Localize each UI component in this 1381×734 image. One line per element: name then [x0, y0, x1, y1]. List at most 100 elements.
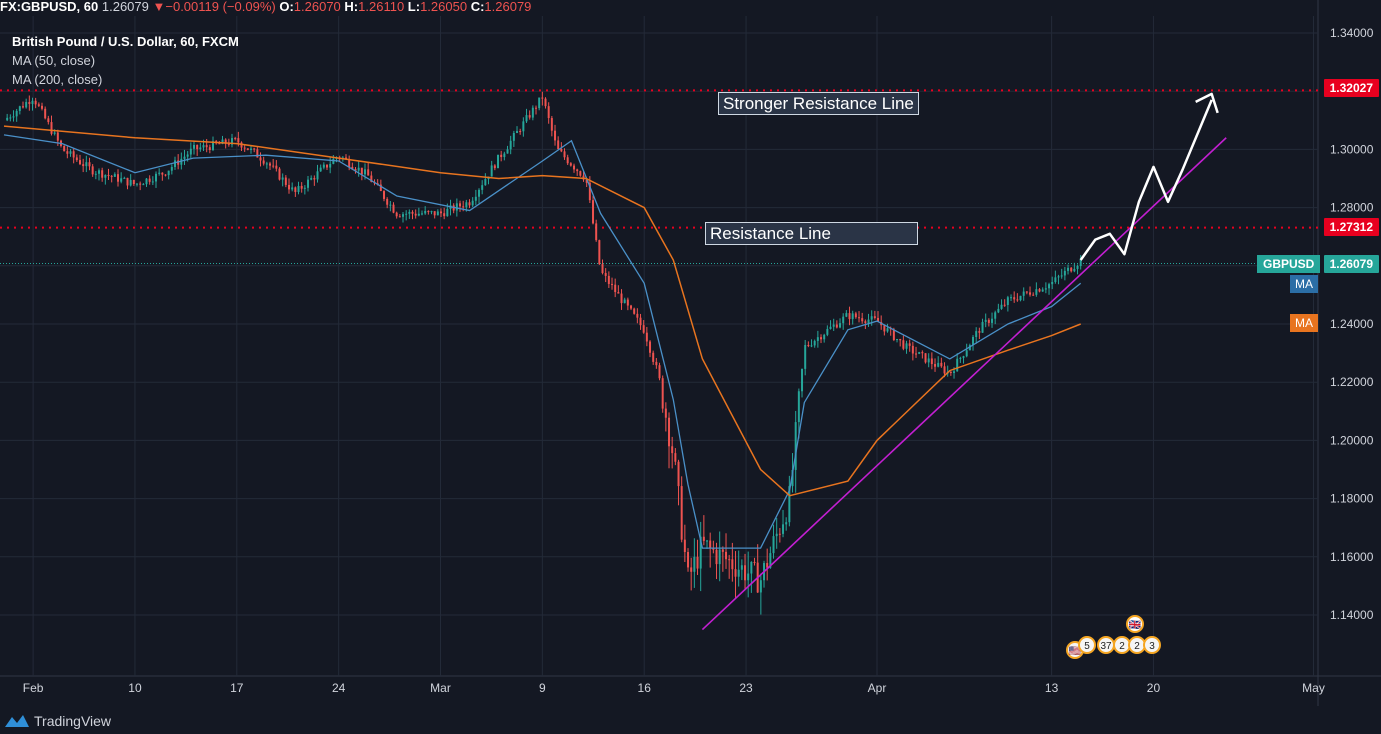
candle-body	[25, 102, 28, 108]
candle-body	[142, 184, 145, 186]
candle	[965, 343, 968, 358]
candle	[443, 207, 446, 220]
candle-body	[585, 179, 588, 183]
legend-ma-slow[interactable]: MA (200, close)	[12, 72, 103, 87]
candle	[573, 163, 576, 173]
candle	[430, 210, 433, 215]
candle	[702, 515, 705, 546]
candle	[288, 178, 291, 194]
candle	[896, 338, 899, 343]
y-axis: 1.340001.320001.300001.280001.260001.240…	[1330, 26, 1374, 622]
candle-body	[927, 358, 930, 363]
candle	[528, 110, 531, 120]
candle-body	[750, 561, 753, 574]
candle	[683, 524, 686, 563]
candle-body	[1051, 281, 1054, 285]
candle	[991, 312, 994, 328]
candle-body	[680, 486, 683, 540]
candle	[949, 371, 952, 376]
candle	[1063, 266, 1066, 281]
event-marker-5[interactable]: 3	[1143, 636, 1161, 654]
candle-body	[883, 325, 886, 332]
candle-body	[22, 106, 25, 108]
candle-body	[326, 164, 329, 168]
candle-body	[471, 200, 474, 206]
candle-body	[541, 97, 544, 99]
candle-body	[465, 202, 468, 208]
candle	[750, 561, 753, 593]
candle	[316, 164, 319, 183]
candle-body	[151, 181, 154, 183]
candle-body	[117, 174, 120, 182]
candle-body	[516, 131, 519, 133]
candle	[497, 154, 500, 169]
candle-body	[728, 559, 731, 561]
candle-body	[664, 408, 667, 418]
candle	[981, 318, 984, 333]
candle	[31, 97, 34, 111]
candle	[512, 130, 515, 147]
candle	[604, 268, 607, 283]
candle	[623, 297, 626, 304]
candle	[136, 183, 139, 187]
candle	[816, 330, 819, 348]
candle	[1025, 291, 1028, 295]
candle-body	[623, 299, 626, 304]
candle-body	[611, 283, 614, 285]
candle-body	[652, 352, 655, 362]
candle-body	[1006, 297, 1009, 305]
candle	[579, 170, 582, 177]
candle-body	[307, 179, 310, 188]
candle	[905, 340, 908, 354]
candle-body	[566, 157, 569, 164]
candle-body	[630, 305, 633, 309]
brand-name: TradingView	[34, 713, 112, 729]
candle-body	[53, 132, 56, 134]
candle	[44, 106, 47, 120]
candle	[861, 312, 864, 324]
candle-body	[367, 169, 370, 176]
candle	[550, 115, 553, 137]
candle-body	[212, 141, 215, 150]
candle-body	[329, 163, 332, 168]
candle-body	[785, 522, 788, 525]
uk-flag-icon[interactable]: 🇬🇧	[1126, 615, 1144, 633]
candle-body	[839, 323, 842, 328]
candle	[332, 155, 335, 165]
candle	[196, 144, 199, 156]
y-tick-label: 1.22000	[1330, 375, 1374, 389]
candle-body	[234, 138, 237, 140]
candle-body	[702, 536, 705, 541]
candle-body	[639, 317, 642, 326]
candle-body	[617, 292, 620, 294]
tradingview-brand[interactable]: TradingView	[4, 713, 111, 729]
candle	[319, 164, 322, 172]
candle-body	[721, 549, 724, 552]
x-tick-label: May	[1302, 681, 1325, 695]
candle-body	[221, 139, 224, 144]
candle	[113, 172, 116, 178]
candle	[1041, 287, 1044, 292]
candle-body	[1013, 297, 1016, 300]
candle	[607, 271, 610, 288]
candle	[300, 182, 303, 193]
candle	[737, 550, 740, 587]
candle-body	[443, 213, 446, 217]
candle-body	[503, 153, 506, 158]
stronger-resistance-label[interactable]: Stronger Resistance Line	[718, 92, 919, 115]
candle-body	[560, 149, 563, 152]
candle	[924, 353, 927, 364]
y-tick-label: 1.30000	[1330, 142, 1374, 156]
legend-ma-fast[interactable]: MA (50, close)	[12, 53, 96, 68]
candle	[1079, 255, 1082, 270]
candle-body	[6, 117, 9, 121]
candle-body	[911, 345, 914, 354]
candle-body	[1063, 270, 1066, 276]
resistance-label[interactable]: Resistance Line	[705, 222, 918, 245]
symbol-label[interactable]: FX:GBPUSD, 60	[0, 0, 99, 14]
candle	[284, 175, 287, 188]
event-marker-1[interactable]: 5	[1078, 636, 1096, 654]
candle-body	[370, 175, 373, 182]
candle	[500, 150, 503, 162]
